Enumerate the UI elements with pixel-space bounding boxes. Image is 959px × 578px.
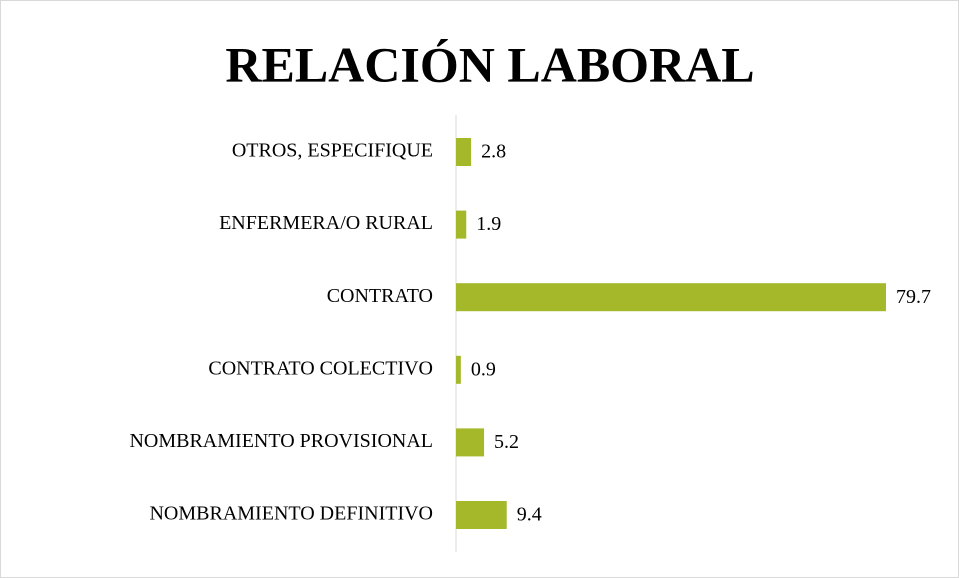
category-label: NOMBRAMIENTO PROVISIONAL [129,430,433,452]
bar [456,501,507,529]
bar [456,428,485,457]
data-label: 2.8 [481,141,506,163]
data-label: 5.2 [494,431,519,453]
data-label: 79.7 [896,286,931,308]
category-label: CONTRATO COLECTIVO [208,357,433,379]
data-label: 9.4 [517,504,542,526]
category-label: OTROS, ESPECIFIQUE [232,140,433,162]
bar [456,283,886,312]
bar [456,355,461,384]
bar [456,210,467,239]
data-label: 0.9 [471,358,496,380]
category-label: ENFERMERA/O RURAL [219,212,433,234]
bar [456,138,472,166]
category-label: CONTRATO [327,285,433,307]
data-label: 1.9 [476,213,501,235]
chart-title: RELACIÓN LABORAL [225,36,754,92]
category-label: NOMBRAMIENTO DEFINITIVO [149,503,433,525]
